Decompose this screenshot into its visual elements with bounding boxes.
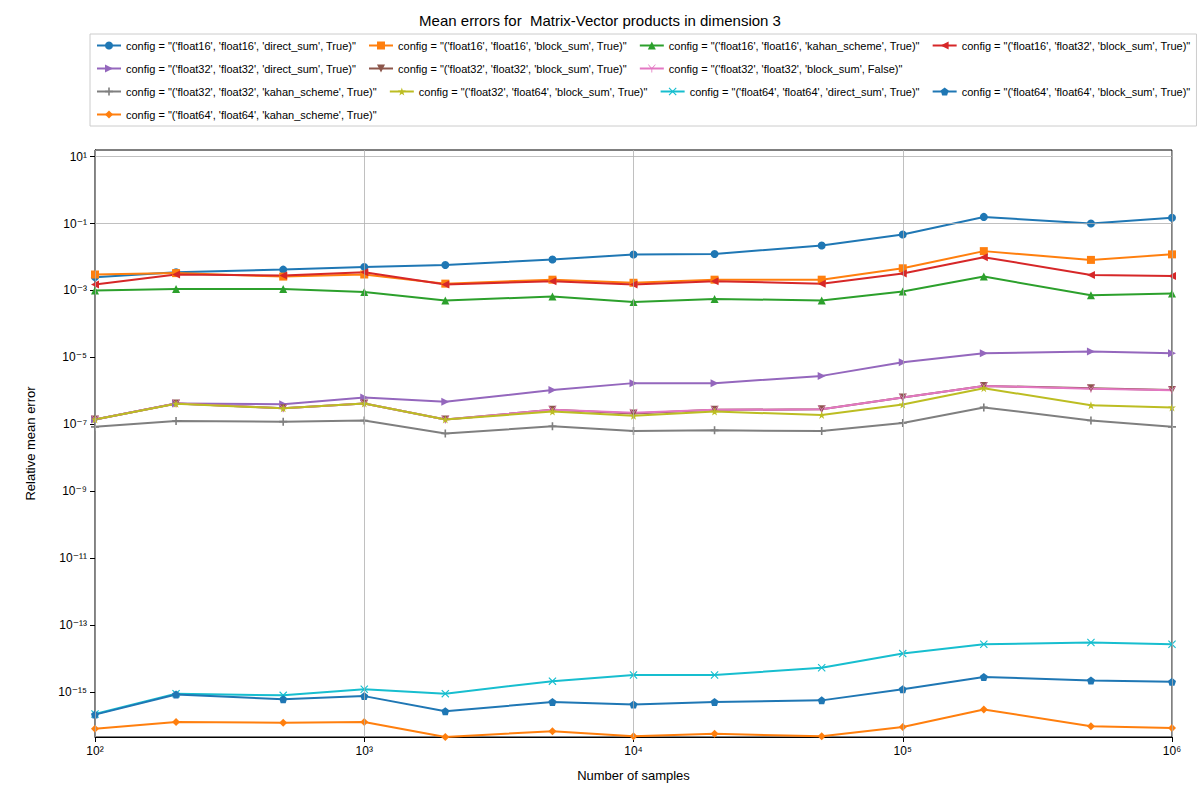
svg-text:10²: 10² (86, 744, 103, 758)
svg-text:config = "('float16', 'float32: config = "('float16', 'float32', 'block_… (962, 40, 1191, 52)
svg-text:config = "('float32', 'float64: config = "('float32', 'float64', 'block_… (419, 86, 648, 98)
svg-text:10⁻¹: 10⁻¹ (63, 217, 87, 231)
svg-text:config = "('float64', 'float64: config = "('float64', 'float64', 'block_… (962, 86, 1191, 98)
svg-text:10⁻¹³: 10⁻¹³ (59, 618, 87, 632)
svg-text:10⁴: 10⁴ (624, 744, 643, 758)
svg-text:Number of samples: Number of samples (577, 768, 690, 783)
svg-text:Relative mean error: Relative mean error (23, 386, 38, 501)
svg-text:10⁻¹⁵: 10⁻¹⁵ (58, 685, 87, 699)
svg-text:Mean errors for Matrix-Vector: Mean errors for Matrix-Vector products i… (419, 12, 781, 29)
svg-text:config = "('float32', 'float32: config = "('float32', 'float32', 'block_… (669, 63, 903, 75)
svg-text:10⁻³: 10⁻³ (63, 283, 87, 297)
svg-text:config = "('float16', 'float16: config = "('float16', 'float16', 'kahan_… (669, 40, 920, 52)
svg-text:config = "('float32', 'float32: config = "('float32', 'float32', 'direct… (126, 63, 356, 75)
svg-text:config = "('float64', 'float64: config = "('float64', 'float64', 'direct… (690, 86, 920, 98)
svg-text:10⁻⁵: 10⁻⁵ (62, 350, 87, 364)
svg-text:config = "('float32', 'float32: config = "('float32', 'float32', 'kahan_… (126, 86, 377, 98)
svg-text:10³: 10³ (356, 744, 373, 758)
svg-text:10⁻⁹: 10⁻⁹ (62, 484, 87, 498)
svg-text:config = "('float16', 'float16: config = "('float16', 'float16', 'block_… (398, 40, 627, 52)
svg-text:10⁶: 10⁶ (1163, 744, 1181, 758)
svg-text:config = "('float16', 'float16: config = "('float16', 'float16', 'direct… (126, 40, 356, 52)
svg-text:10⁵: 10⁵ (894, 744, 912, 758)
svg-text:10⁻⁷: 10⁻⁷ (63, 417, 87, 431)
svg-text:config = "('float64', 'float64: config = "('float64', 'float64', 'kahan_… (126, 109, 377, 121)
svg-text:10¹: 10¹ (70, 150, 87, 164)
svg-text:config = "('float32', 'float32: config = "('float32', 'float32', 'block_… (398, 63, 627, 75)
svg-text:10⁻¹¹: 10⁻¹¹ (59, 551, 87, 565)
